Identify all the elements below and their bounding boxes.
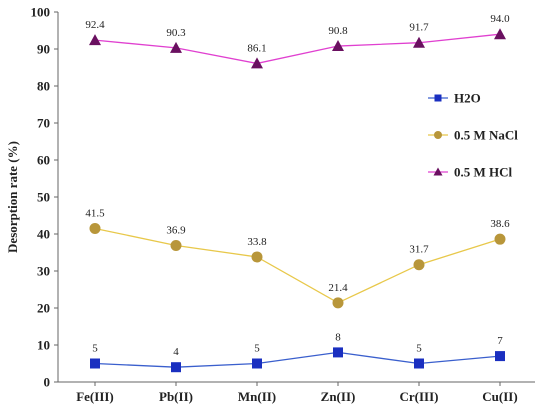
legend-item-0: H2O — [428, 91, 481, 106]
legend-label: 0.5 M HCl — [454, 165, 513, 180]
data-label: 38.6 — [490, 218, 510, 230]
y-tick-label: 60 — [37, 153, 50, 168]
legend-marker — [434, 131, 442, 139]
y-ticks: 0 10 20 30 40 50 60 70 80 90 100 — [31, 5, 58, 390]
legend-marker — [433, 167, 443, 176]
data-label: 33.8 — [247, 236, 267, 248]
data-point — [414, 358, 424, 369]
data-point — [332, 40, 344, 52]
axes — [57, 12, 535, 383]
data-label: 86.1 — [247, 42, 266, 54]
data-point — [494, 28, 506, 40]
y-tick-label: 30 — [37, 264, 50, 279]
data-label: 90.8 — [328, 25, 348, 37]
data-point — [170, 239, 182, 251]
x-tick-label: Cu(II) — [482, 389, 517, 404]
data-label: 36.9 — [166, 224, 186, 236]
data-point — [495, 351, 505, 362]
x-tick-label: Zn(II) — [321, 389, 356, 404]
data-label: 5 — [92, 343, 98, 355]
data-point — [89, 34, 101, 46]
series-line — [94, 351, 501, 368]
x-ticks: Fe(III) Pb(II) Mn(II) Zn(II) Cr(III) Cu(II) — [76, 382, 518, 404]
series-layer: 5 4 5 8 5 7 41.5 36.9 33.8 21.4 31.7 38.6 92.4 90.3 86… — [85, 13, 510, 373]
y-tick-label: 20 — [37, 301, 50, 316]
data-label: 41.5 — [85, 207, 105, 219]
y-tick-label: 10 — [37, 338, 50, 353]
data-point — [333, 347, 343, 358]
data-point — [413, 259, 425, 271]
x-tick-label: Pb(II) — [159, 389, 193, 404]
series-line — [94, 33, 501, 65]
legend-label: H2O — [454, 91, 481, 106]
data-label: 5 — [416, 343, 422, 355]
data-label: 92.4 — [85, 19, 105, 31]
data-point — [494, 233, 506, 245]
y-tick-label: 50 — [37, 190, 50, 205]
data-point — [251, 251, 263, 263]
y-tick-label: 100 — [31, 5, 51, 20]
x-tick-label: Fe(III) — [76, 389, 114, 404]
legend-marker — [434, 94, 442, 102]
data-point — [89, 222, 101, 234]
y-tick-label: 80 — [37, 79, 50, 94]
data-label: 8 — [335, 331, 341, 343]
data-point — [413, 36, 425, 48]
series-line — [94, 227, 501, 304]
legend-item-1: 0.5 M NaCl — [428, 128, 518, 143]
data-label: 94.0 — [490, 13, 510, 25]
data-point — [251, 57, 263, 69]
data-label: 7 — [497, 335, 503, 347]
legend-label: 0.5 M NaCl — [454, 128, 518, 143]
data-label: 31.7 — [409, 244, 429, 256]
x-tick-label: Cr(III) — [400, 389, 439, 404]
y-tick-label: 90 — [37, 42, 50, 57]
data-label: 91.7 — [409, 22, 429, 34]
series-0: 5 4 5 8 5 7 — [90, 331, 505, 373]
y-axis-title: Desorption rate (%) — [5, 141, 20, 253]
data-label: 4 — [173, 346, 179, 358]
data-point — [90, 358, 100, 369]
y-tick-label: 70 — [37, 116, 50, 131]
data-label: 90.3 — [166, 27, 186, 39]
legend: H2O 0.5 M NaCl 0.5 M HCl — [428, 91, 518, 180]
series-2: 92.4 90.3 86.1 90.8 91.7 94.0 — [85, 13, 510, 69]
data-label: 5 — [254, 343, 260, 355]
y-tick-label: 0 — [44, 375, 51, 390]
data-point — [252, 358, 262, 369]
legend-item-2: 0.5 M HCl — [428, 165, 513, 180]
data-label: 21.4 — [328, 282, 348, 294]
x-tick-label: Mn(II) — [238, 389, 276, 404]
y-tick-label: 40 — [37, 227, 50, 242]
data-point — [171, 362, 181, 373]
data-point — [170, 41, 182, 53]
series-1: 41.5 36.9 33.8 21.4 31.7 38.6 — [85, 207, 510, 309]
data-point — [332, 297, 344, 309]
